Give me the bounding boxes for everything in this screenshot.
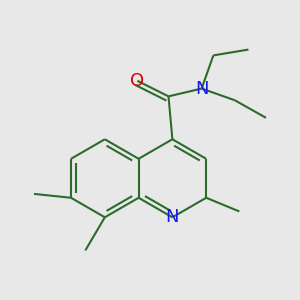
Text: N: N <box>166 208 179 226</box>
Text: N: N <box>195 80 208 98</box>
Text: O: O <box>130 72 144 90</box>
